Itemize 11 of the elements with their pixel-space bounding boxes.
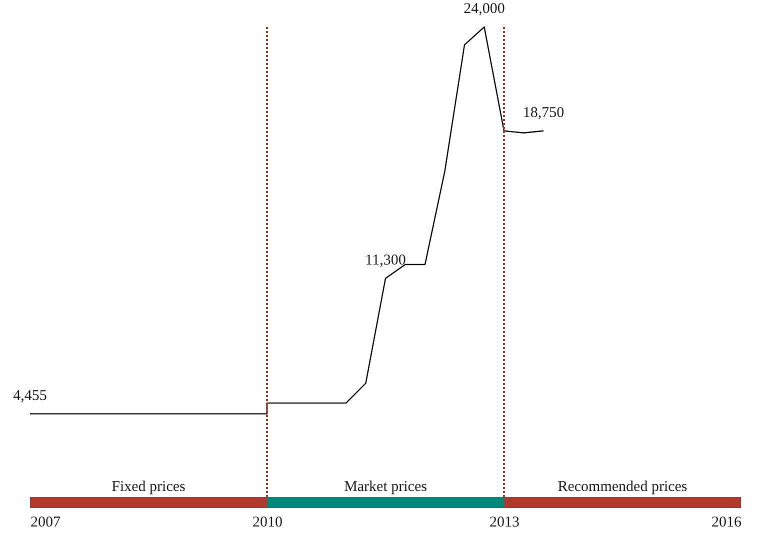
x-tick-label: 2010 bbox=[252, 514, 282, 530]
x-tick-label: 2016 bbox=[712, 514, 742, 530]
text: Recommended prices bbox=[558, 479, 688, 495]
data-label: 24,000 bbox=[464, 1, 505, 17]
text: Market prices bbox=[344, 479, 428, 495]
x-tick-label: 2007 bbox=[30, 514, 61, 530]
data-label: 4,455 bbox=[13, 388, 47, 404]
x-tick-label: 2013 bbox=[490, 514, 520, 530]
text: Fixed prices bbox=[112, 479, 186, 495]
data-label: 11,300 bbox=[365, 252, 406, 268]
data-label: 18,750 bbox=[522, 104, 564, 121]
